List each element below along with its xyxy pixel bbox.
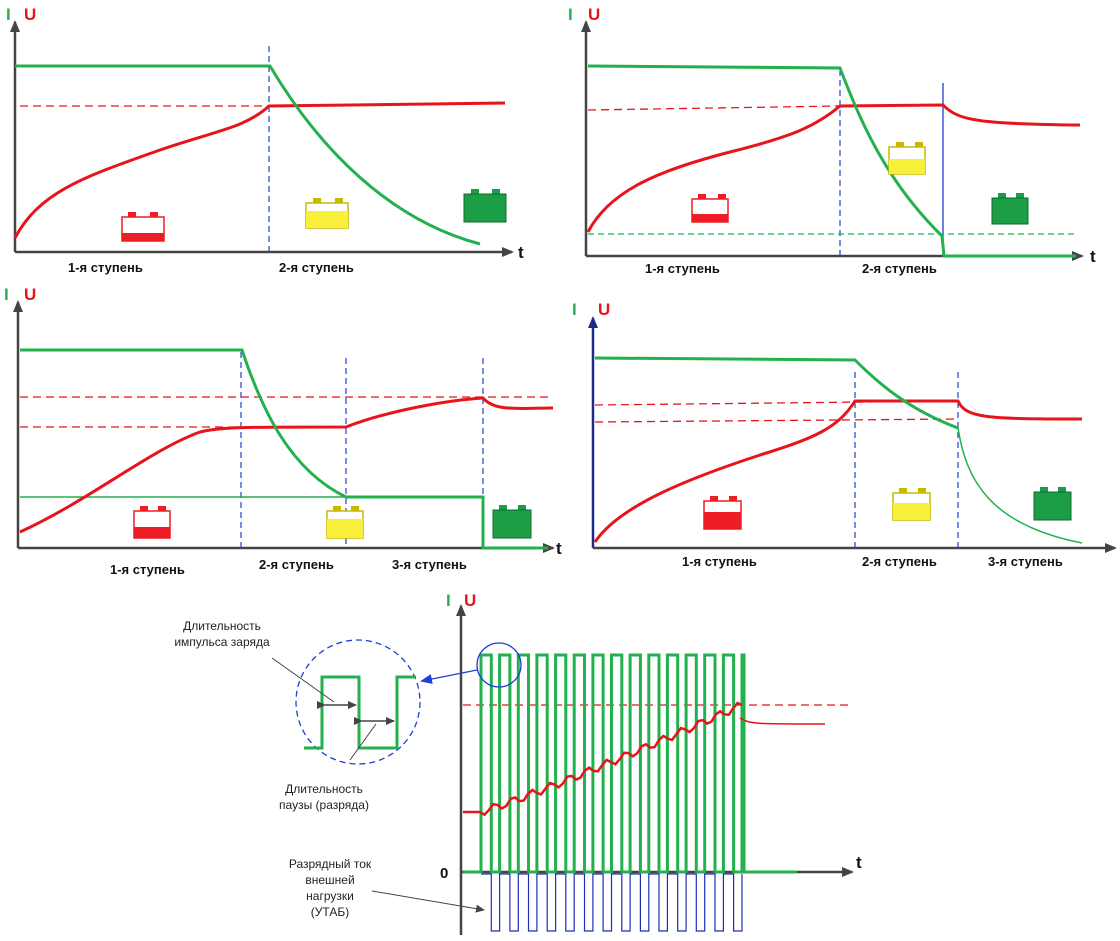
voltage-axis-label: U (598, 300, 610, 319)
pause-duration-label-line2: паузы (разряда) (279, 798, 369, 812)
stage-2-label: 2-я ступень (862, 554, 937, 569)
voltage-axis-label: U (464, 591, 476, 610)
current-axis-label: I (6, 5, 11, 24)
voltage-axis-label: U (588, 5, 600, 24)
voltage-limit-line (587, 105, 841, 111)
discharge-label-line3: нагрузки (306, 889, 354, 903)
stage-2-label: 2-я ступень (862, 261, 937, 276)
stage-3-label: 3-я ступень (988, 554, 1063, 569)
battery-full-icon (1033, 487, 1072, 521)
zero-label: 0 (440, 865, 448, 882)
time-axis-label: t (856, 853, 862, 872)
stage-1-label: 1-я ступень (645, 261, 720, 276)
time-axis-label: t (1090, 247, 1096, 266)
battery-half-icon (888, 142, 926, 175)
pause-duration-label-line1: Длительность (285, 782, 363, 796)
diagram-three-stage-taper: I U 1-я ступень 2-я ступень 3-я ступень (572, 300, 1117, 569)
current-curve (594, 356, 959, 430)
battery-empty-icon (691, 194, 729, 223)
stage-2-label: 2-я ступень (259, 557, 334, 572)
battery-half-icon (326, 506, 364, 539)
stage-3-label: 3-я ступень (392, 557, 467, 572)
stage-1-label: 1-я ступень (68, 260, 143, 275)
discharge-pulse-train (481, 873, 743, 932)
diagram-pulse-charge: I U t 0 Длительность импульса заряда Дли… (174, 591, 862, 935)
pulse-duration-label-line1: Длительность (183, 619, 261, 633)
discharge-callout-arrow (371, 890, 485, 913)
time-axis-label: t (556, 539, 562, 558)
discharge-label-line2: внешней (305, 873, 354, 887)
current-curve (587, 64, 1076, 258)
stage-1-label: 1-я ступень (110, 562, 185, 577)
current-axis-label: I (572, 300, 577, 319)
voltage-curve (593, 399, 1083, 543)
current-curve (15, 64, 481, 246)
stage-1-label: 1-я ступень (682, 554, 757, 569)
current-taper-curve (957, 427, 1083, 544)
battery-full-icon (463, 189, 507, 223)
current-curve (20, 348, 548, 550)
battery-full-icon (492, 505, 532, 539)
time-axis-label: t (518, 243, 524, 262)
pulse-duration-label-line2: импульса заряда (174, 635, 270, 649)
battery-full-icon (991, 193, 1029, 225)
voltage-curve (13, 101, 506, 239)
voltage-axis-label: U (24, 5, 36, 24)
pause-callout-line (349, 723, 377, 761)
pulse-current-train (463, 653, 797, 874)
diagram-two-stage-basic: I U t 1-я ступень 2-я ступень (6, 5, 524, 275)
voltage-rest-curve (739, 717, 826, 725)
zoom-pulse-wave (304, 675, 416, 750)
battery-empty-icon (703, 496, 742, 530)
battery-half-icon (892, 488, 931, 521)
battery-half-icon (305, 198, 349, 229)
zoom-detail-circle (295, 639, 421, 765)
discharge-label-line1: Разрядный ток (289, 857, 372, 871)
discharge-label-line4: (УТАБ) (311, 905, 349, 919)
stage-2-label: 2-я ступень (279, 260, 354, 275)
voltage-ripple-curve (463, 701, 743, 817)
battery-empty-icon (133, 506, 171, 539)
current-axis-label: I (446, 591, 451, 610)
diagram-two-stage-float: I U t 1-я ступень 2-я ступень (568, 5, 1096, 276)
current-axis-label: I (4, 285, 9, 304)
voltage-curve (586, 103, 1081, 233)
zoom-arrow (420, 669, 478, 684)
diagram-three-stage: I U t 1-я ступень 2-я ступень 3-я ступен… (4, 285, 562, 577)
voltage-axis-label: U (24, 285, 36, 304)
magnifier-circle (476, 642, 522, 688)
battery-empty-icon (121, 212, 165, 242)
pulse-callout-line (271, 657, 335, 703)
current-axis-label: I (568, 5, 573, 24)
voltage-limit-line (594, 418, 959, 423)
voltage-curve (19, 396, 554, 534)
